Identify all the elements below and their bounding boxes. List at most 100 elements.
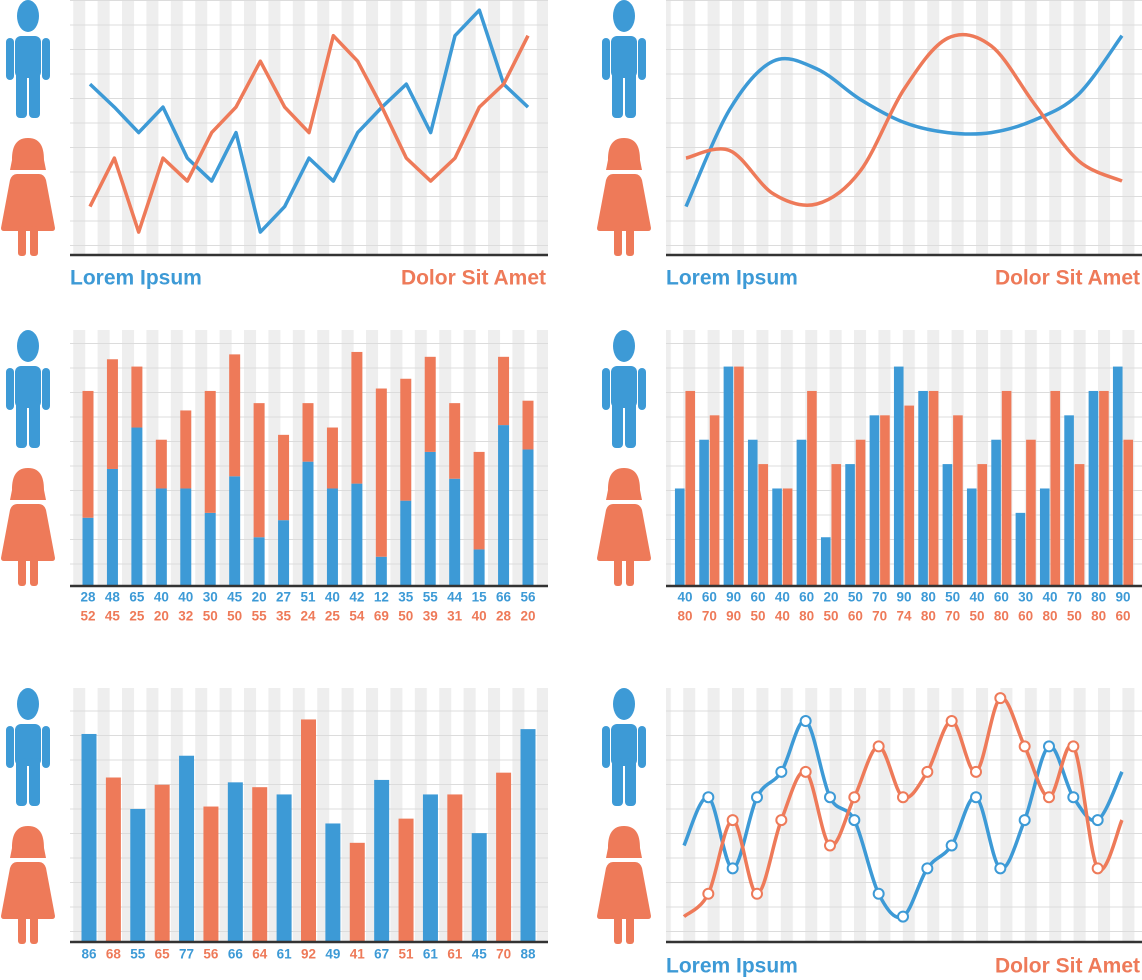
plot-background [666,688,1142,942]
value-label: 20 [154,609,169,624]
value-label: 41 [350,947,366,962]
bar-segment [400,500,412,586]
bar-segment [204,390,216,513]
bar-segment [278,434,290,521]
bar [1026,439,1036,586]
value-label: 88 [520,947,536,962]
bar [81,733,97,942]
value-label: 35 [276,609,292,624]
value-label: 86 [81,947,97,962]
point-marker [1043,791,1055,804]
bar [831,464,842,586]
point-marker [702,887,715,900]
bar-segment [351,351,363,484]
value-label: 27 [276,590,291,605]
bar [1099,390,1109,586]
value-label: 55 [423,590,439,605]
point-marker [824,839,836,852]
line [685,32,1123,208]
bar [422,794,438,942]
value-label: 30 [203,590,218,605]
bar-segment [351,483,363,586]
bar-segment [326,427,338,489]
value-label: 90 [1115,590,1130,605]
value-label: 69 [374,609,389,624]
bar [276,794,292,942]
point-marker [751,887,763,900]
bar [820,537,831,586]
value-label: 25 [325,609,341,624]
point-marker [1067,791,1080,804]
bar-segment [82,517,94,586]
value-label: 24 [300,609,316,624]
value-label: 40 [775,609,790,624]
value-label: 28 [496,609,512,624]
value-label: 52 [80,609,95,624]
value-label: 80 [994,609,1009,624]
point-marker [702,791,715,804]
value-label: 80 [1091,609,1106,624]
point-marker [872,887,885,900]
point-marker [726,862,739,875]
bar-segment [180,410,192,489]
value-label: 40 [775,590,790,605]
point-marker [945,839,958,852]
value-label: 40 [677,590,692,605]
value-label: 70 [702,609,717,624]
bar-segment [180,488,192,586]
bar-segment [424,451,436,586]
legend-label: Lorem Ipsum [666,267,798,290]
line [684,34,1124,208]
value-label: 61 [423,947,439,962]
point-marker [921,862,934,875]
bar [928,390,939,586]
value-label: 20 [252,590,267,605]
point-marker [726,814,739,827]
value-label: 44 [447,590,463,605]
bar-segment [400,378,412,501]
bar-segment [302,403,314,462]
bar [942,464,953,586]
bar-segment [473,549,485,586]
value-label: 50 [969,609,984,624]
bar [966,488,977,586]
bar [252,787,268,942]
bar-segment [106,359,118,469]
bar [723,366,734,586]
value-label: 20 [823,590,838,605]
point-marker [751,791,763,804]
value-label: 65 [129,590,145,605]
bar [845,464,855,586]
value-label: 50 [750,609,765,624]
value-label: 90 [896,590,911,605]
value-label: 54 [349,609,365,624]
bar [709,415,720,586]
value-label: 70 [496,947,511,962]
legend-label: Dolor Sit Amet [995,267,1140,290]
bar-segment [253,537,265,586]
value-label: 92 [301,947,316,962]
point-marker [897,791,909,804]
bar [699,439,709,586]
bar [1088,390,1099,586]
point-marker [775,765,788,778]
woman-icon [1,138,55,256]
value-label: 12 [374,590,389,605]
woman-icon [597,826,651,944]
value-label: 60 [702,590,717,605]
bar [1074,464,1085,586]
value-label: 40 [325,590,340,605]
value-label: 48 [105,590,121,605]
bar [398,818,414,942]
value-label: 45 [105,609,121,624]
value-label: 42 [349,590,364,605]
value-label: 68 [106,947,122,962]
bar [1039,488,1050,586]
point-marker [970,765,982,778]
legend-label: Lorem Ipsum [666,955,798,978]
bar-segment [106,468,118,586]
bar [1001,390,1012,586]
bar [1112,366,1123,586]
value-label: 61 [447,947,463,962]
bar [807,390,817,586]
